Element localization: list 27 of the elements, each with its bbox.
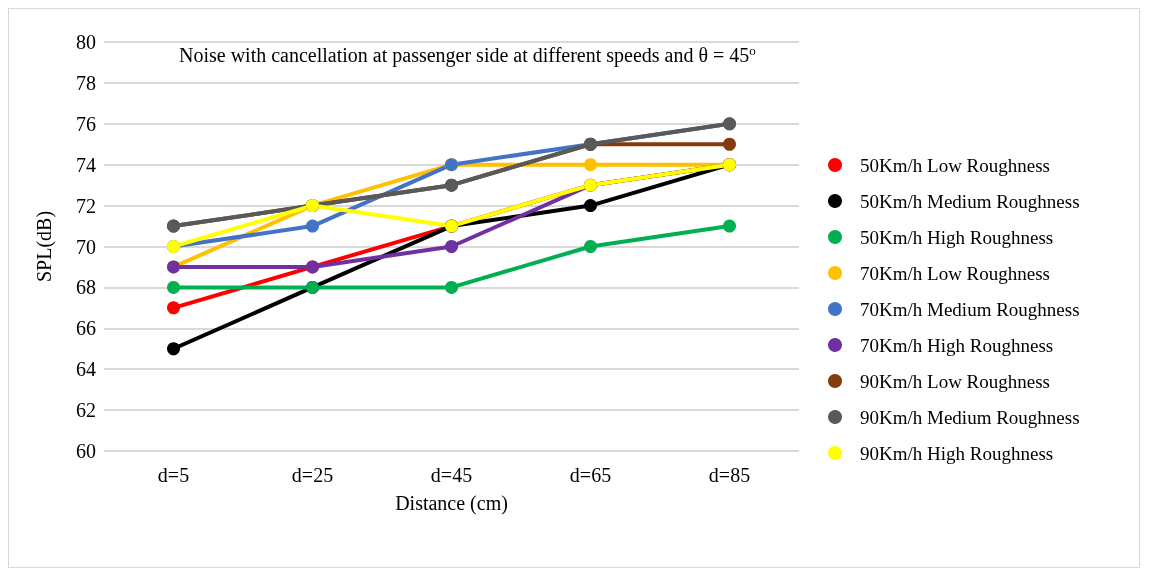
y-tick-label: 70 [76,235,96,258]
x-axis-title: Distance (cm) [395,492,508,515]
x-tick-label: d=85 [708,464,751,486]
legend-label: 90Km/h Low Roughness [860,370,1050,392]
legend-label: 70Km/h Medium Roughness [860,298,1080,320]
y-axis-title: SPL(dB) [33,210,56,283]
legend-label: 90Km/h Medium Roughness [860,406,1080,428]
y-tick-label: 62 [76,399,96,422]
y-tick-label: 72 [76,194,96,217]
legend-label: 70Km/h High Roughness [860,334,1054,356]
y-tick-label: 66 [76,317,96,340]
y-tick-label: 74 [76,153,96,176]
legend-label: 70Km/h Low Roughness [860,262,1050,284]
x-tick-label: d=25 [291,464,334,486]
y-tick-label: 80 [76,31,96,53]
y-tick-label: 76 [76,112,96,135]
x-tick-label: d=45 [430,464,473,486]
y-tick-label: 64 [76,358,96,381]
legend-label: 50Km/h High Roughness [860,226,1054,248]
y-tick-label: 60 [76,440,96,462]
y-tick-label: 78 [76,71,96,94]
legend-label: 50Km/h Medium Roughness [860,190,1080,212]
legend-label: 90Km/h High Roughness [860,442,1054,464]
x-tick-label: d=65 [569,464,612,486]
legend-label: 50Km/h Low Roughness [860,154,1050,176]
x-tick-label: d=5 [157,464,190,486]
y-tick-label: 68 [76,276,96,299]
